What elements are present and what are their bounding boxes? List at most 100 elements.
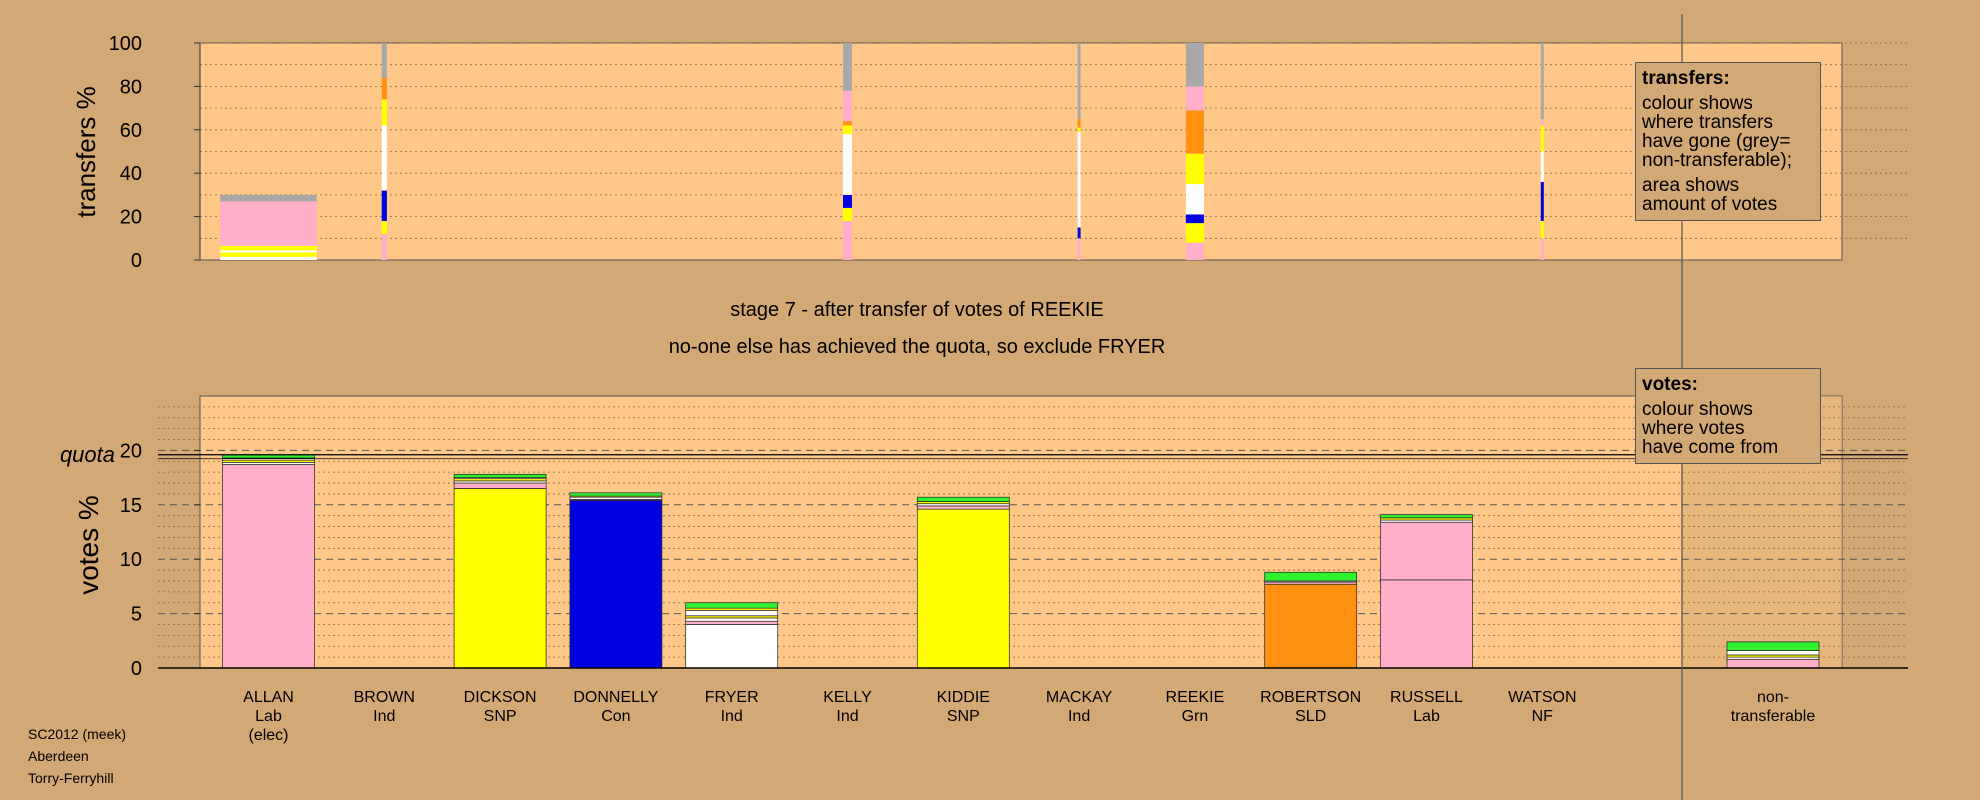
transfer-segment-brown bbox=[381, 99, 387, 126]
transfer-segment-reekie bbox=[1185, 184, 1204, 215]
votes-y-axis-label: votes % bbox=[73, 495, 104, 595]
nontransferable-label: non- bbox=[1757, 689, 1789, 706]
transfers-legend-heading: transfers: bbox=[1642, 68, 1730, 89]
votes-plot-area bbox=[199, 395, 1843, 669]
vote-segment-robertson bbox=[1264, 583, 1358, 669]
transfer-segment-allan bbox=[220, 256, 317, 260]
vote-segment-nontransferable bbox=[1726, 658, 1820, 669]
transfer-segment-kelly bbox=[842, 207, 853, 221]
votes-legend-line: where votes bbox=[1642, 418, 1745, 439]
vote-segment-fryer bbox=[685, 620, 779, 625]
transfer-segment-watson bbox=[1540, 238, 1544, 260]
candidate-party-label: SNP bbox=[947, 708, 980, 725]
transfer-segment-mackay bbox=[1077, 131, 1081, 228]
transfer-segment-brown bbox=[381, 233, 387, 260]
vote-segment-kiddie bbox=[916, 496, 1010, 502]
transfers-y-tick-label: 0 bbox=[131, 250, 142, 272]
transfer-segment-kelly bbox=[842, 43, 853, 91]
vote-segment-fryer bbox=[685, 617, 779, 622]
nontransferable-label: transferable bbox=[1731, 708, 1816, 725]
transfer-segment-kelly bbox=[842, 220, 853, 260]
candidate-party-label: Ind bbox=[836, 708, 858, 725]
vote-segment-kiddie bbox=[916, 505, 1010, 510]
transfer-segment-mackay bbox=[1077, 43, 1081, 119]
transfers-legend: transfers: colour shows where transfers … bbox=[1635, 62, 1821, 221]
transfer-segment-mackay bbox=[1077, 127, 1081, 132]
candidate-name-label: WATSON bbox=[1508, 689, 1576, 706]
votes-legend-line: have come from bbox=[1642, 437, 1779, 458]
vote-segment-russell bbox=[1380, 514, 1473, 519]
footer-election: SC2012 (meek) bbox=[28, 726, 127, 742]
transfer-segment-watson bbox=[1540, 43, 1544, 119]
votes-legend: votes: colour shows where votes have com… bbox=[1635, 368, 1821, 464]
quota-label: quota bbox=[60, 442, 115, 467]
candidate-name-label: ROBERTSON bbox=[1260, 689, 1361, 706]
transfer-segment-watson bbox=[1540, 220, 1544, 239]
transfer-segment-watson bbox=[1540, 151, 1544, 182]
vote-segment-russell bbox=[1380, 521, 1473, 581]
candidate-party-label: NF bbox=[1532, 708, 1554, 725]
candidate-name-label: KIDDIE bbox=[937, 689, 990, 706]
vote-segment-kiddie bbox=[916, 508, 1010, 669]
votes-y-tick-label: 5 bbox=[131, 604, 142, 626]
transfer-segment-brown bbox=[381, 125, 387, 191]
candidate-name-label: RUSSELL bbox=[1390, 689, 1463, 706]
candidate-name-label: DONNELLY bbox=[573, 689, 658, 706]
stage-title: stage 7 - after transfer of votes of REE… bbox=[730, 299, 1104, 321]
transfer-segment-watson bbox=[1540, 181, 1544, 221]
transfer-segment-kelly bbox=[842, 90, 853, 122]
vote-segment-fryer bbox=[685, 609, 779, 617]
candidate-name-label: REEKIE bbox=[1166, 689, 1225, 706]
votes-y-tick-label: 20 bbox=[120, 440, 142, 462]
candidate-name-label: FRYER bbox=[705, 689, 759, 706]
transfer-segment-mackay bbox=[1077, 118, 1081, 128]
vote-segment-donnelly bbox=[569, 500, 663, 669]
candidate-name-label: KELLY bbox=[823, 689, 872, 706]
transfers-legend-line: amount of votes bbox=[1642, 194, 1778, 215]
transfer-segment-allan bbox=[220, 202, 317, 246]
transfer-segment-reekie bbox=[1185, 153, 1204, 185]
footer-ward: Torry-Ferryhill bbox=[28, 770, 114, 786]
candidate-party-label: Ind bbox=[373, 708, 395, 725]
candidate-party-label: Con bbox=[601, 708, 630, 725]
transfer-segment-allan bbox=[220, 194, 317, 202]
candidate-name-label: BROWN bbox=[354, 689, 415, 706]
transfer-segment-reekie bbox=[1185, 110, 1204, 154]
transfer-segment-reekie bbox=[1185, 242, 1204, 260]
candidate-party-label: Ind bbox=[721, 708, 743, 725]
transfers-y-tick-label: 100 bbox=[109, 33, 142, 55]
votes-y-tick-label: 15 bbox=[120, 495, 142, 517]
footer-council: Aberdeen bbox=[28, 748, 89, 764]
candidate-party-label: Grn bbox=[1182, 708, 1209, 725]
transfer-segment-allan bbox=[220, 201, 317, 203]
transfer-segment-reekie bbox=[1185, 86, 1204, 111]
candidate-name-label: MACKAY bbox=[1046, 689, 1113, 706]
candidate-party-label: Lab bbox=[255, 708, 282, 725]
vote-segment-dickson bbox=[453, 473, 547, 478]
candidate-party-label: Ind bbox=[1068, 708, 1090, 725]
candidate-name-label: ALLAN bbox=[243, 689, 294, 706]
candidate-name-label: DICKSON bbox=[464, 689, 537, 706]
vote-segment-dickson bbox=[453, 482, 547, 489]
vote-segment-nontransferable bbox=[1726, 641, 1820, 651]
stage-subtitle: no-one else has achieved the quota, so e… bbox=[668, 336, 1166, 358]
transfer-segment-watson bbox=[1540, 125, 1544, 152]
transfer-segment-brown bbox=[381, 220, 387, 234]
transfers-legend-line: area shows bbox=[1642, 175, 1740, 196]
transfer-segment-watson bbox=[1540, 118, 1544, 126]
votes-legend-line: colour shows bbox=[1642, 399, 1753, 420]
transfer-segment-allan bbox=[220, 252, 317, 257]
transfers-y-axis-label: transfers % bbox=[71, 86, 101, 218]
transfers-legend-line: colour shows bbox=[1642, 93, 1753, 114]
transfer-segment-reekie bbox=[1185, 43, 1204, 87]
transfer-segment-allan bbox=[220, 250, 317, 253]
vote-segment-robertson bbox=[1264, 571, 1358, 582]
candidate-status-label: (elec) bbox=[248, 727, 288, 744]
transfer-segment-kelly bbox=[842, 194, 853, 208]
transfer-segment-reekie bbox=[1185, 214, 1204, 224]
transfer-segment-brown bbox=[381, 43, 387, 78]
votes-legend-heading: votes: bbox=[1642, 374, 1698, 395]
transfer-segment-allan bbox=[220, 245, 317, 251]
candidate-party-label: SNP bbox=[484, 708, 517, 725]
